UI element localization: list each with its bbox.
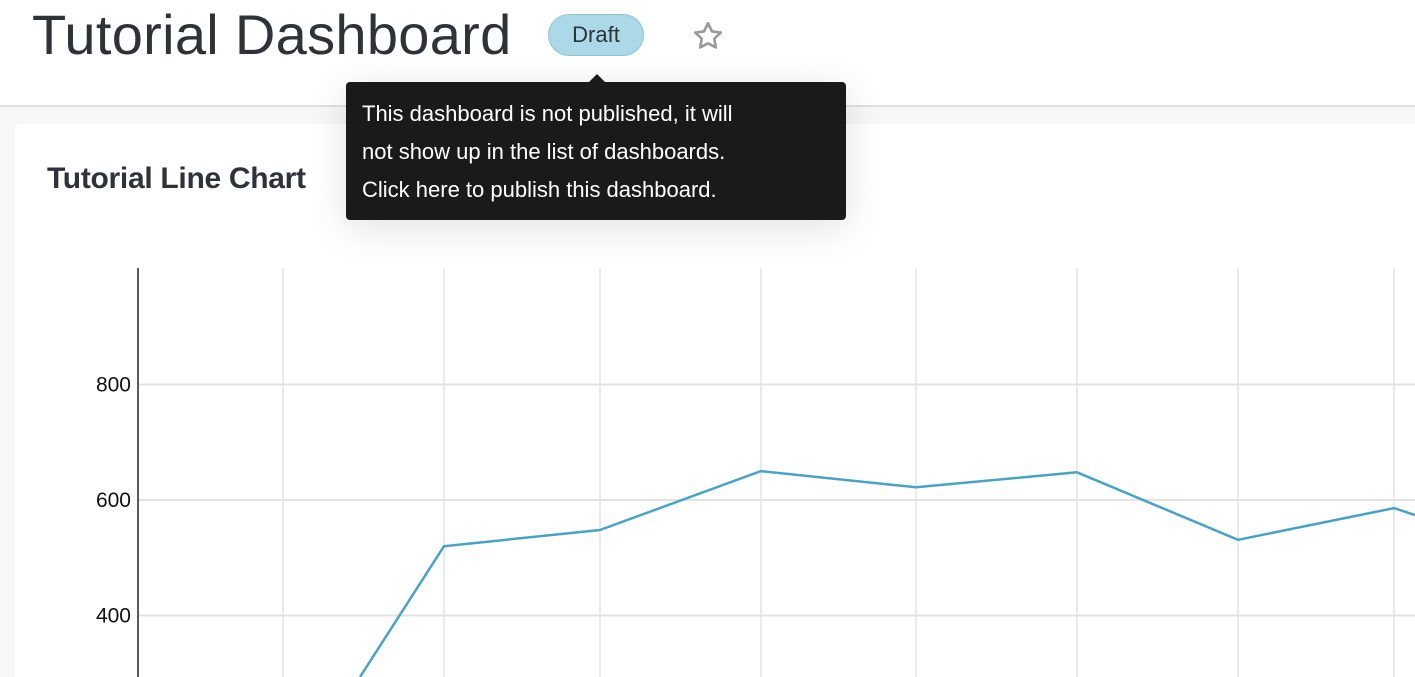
series-line[interactable] [358,469,1415,677]
publish-tooltip[interactable]: This dashboard is not published, it will… [346,74,846,220]
y-tick-label: 400 [96,605,131,628]
tooltip-line: not show up in the list of dashboards. [362,139,726,164]
y-tick-label: 600 [96,489,131,512]
tooltip-line: This dashboard is not published, it will [362,101,733,126]
dashboard-title[interactable]: Tutorial Dashboard [32,3,512,66]
tooltip-line: Click here to publish this dashboard. [362,177,717,202]
draft-status-badge[interactable]: Draft [548,14,644,56]
chart-title: Tutorial Line Chart [47,162,306,195]
y-tick-label: 800 [96,374,131,397]
star-icon[interactable] [690,18,726,54]
